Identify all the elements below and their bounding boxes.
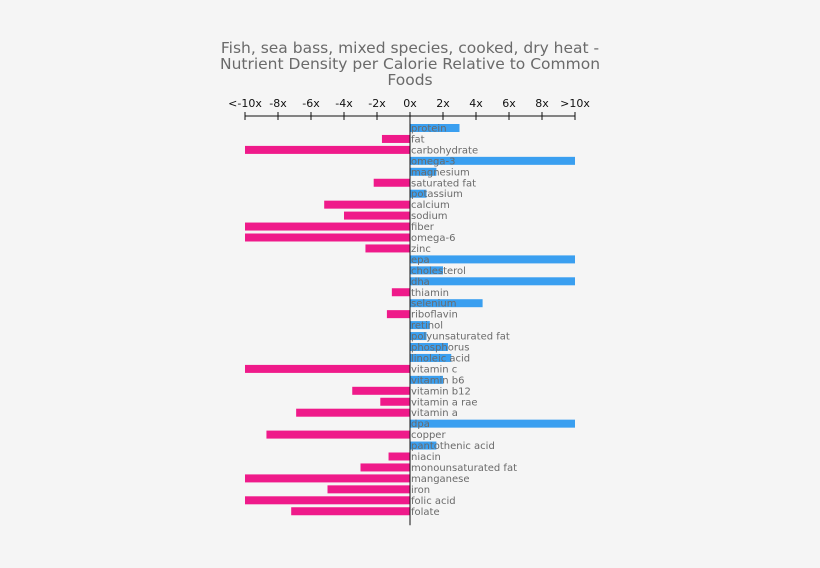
category-label-folate: folate xyxy=(411,507,440,518)
category-label-potassium: potassium xyxy=(411,189,463,200)
bar-vitamin-a-rae xyxy=(380,397,410,406)
category-label-vitamin-c: vitamin c xyxy=(411,364,457,375)
bar-dha xyxy=(410,277,575,286)
bar-sodium xyxy=(344,211,410,220)
bar-carbohydrate xyxy=(245,145,410,154)
x-axis: <-10x -8x -6x -4x -2x 0x 2x 4x 6x 8x >10x xyxy=(228,97,590,526)
x-tick-label: 6x xyxy=(502,97,516,110)
category-label-cholesterol: cholesterol xyxy=(411,266,466,277)
category-label-carbohydrate: carbohydrate xyxy=(411,145,478,156)
bar-zinc xyxy=(365,244,410,253)
bar-manganese xyxy=(245,474,410,483)
bar-vitamin-b6 xyxy=(410,375,443,384)
x-tick-label: -2x xyxy=(368,97,386,110)
bar-pantothenic-acid xyxy=(410,441,437,450)
bar-vitamin-b12 xyxy=(352,386,410,395)
bar-calcium xyxy=(324,200,410,209)
category-label-vitamin-a: vitamin a xyxy=(411,408,458,419)
bar-selenium xyxy=(410,299,483,308)
chart-title: Fish, sea bass, mixed species, cooked, d… xyxy=(219,39,601,89)
category-label-riboflavin: riboflavin xyxy=(411,310,458,321)
category-label-sodium: sodium xyxy=(411,211,448,222)
bar-niacin xyxy=(388,452,410,461)
bar-linoleic-acid xyxy=(410,353,452,362)
x-tick-label: -6x xyxy=(302,97,320,110)
category-label-copper: copper xyxy=(411,430,446,441)
category-label-omega-3: omega-3 xyxy=(411,156,455,167)
bar-epa xyxy=(410,255,575,264)
bar-monounsaturated-fat xyxy=(360,463,410,472)
bar-retinol xyxy=(410,321,430,330)
x-tick-label: 4x xyxy=(469,97,483,110)
bar-dpa xyxy=(410,419,575,428)
category-label-vitamin-a-rae: vitamin a rae xyxy=(411,397,477,408)
category-label-saturated-fat: saturated fat xyxy=(411,178,476,189)
category-label-pantothenic-acid: pantothenic acid xyxy=(411,441,495,452)
bar-copper xyxy=(266,430,410,439)
category-label-zinc: zinc xyxy=(411,244,431,255)
category-label-dha: dha xyxy=(411,277,430,288)
category-label-dpa: dpa xyxy=(411,419,430,430)
x-tick-label: 8x xyxy=(535,97,549,110)
x-tick-label: -8x xyxy=(269,97,287,110)
category-label-thiamin: thiamin xyxy=(411,288,449,299)
category-label-linoleic-acid: linoleic acid xyxy=(411,353,470,364)
bar-saturated-fat xyxy=(373,178,410,187)
x-tick-label: -4x xyxy=(335,97,353,110)
bar-vitamin-a xyxy=(296,408,410,417)
bar-iron xyxy=(327,485,410,494)
category-labels-group: proteinfatcarbohydrateomega-3magnesiumsa… xyxy=(411,124,517,518)
bar-riboflavin xyxy=(386,310,410,319)
x-tick-label: >10x xyxy=(560,97,590,110)
category-label-omega-6: omega-6 xyxy=(411,233,455,244)
category-label-retinol: retinol xyxy=(411,321,443,332)
bar-folic-acid xyxy=(245,496,410,505)
category-label-monounsaturated-fat: monounsaturated fat xyxy=(411,463,517,474)
bar-omega-3 xyxy=(410,156,575,165)
bar-omega-6 xyxy=(245,233,410,242)
category-label-folic-acid: folic acid xyxy=(411,496,456,507)
bar-phosphorus xyxy=(410,343,448,351)
category-label-protein: protein xyxy=(411,124,447,135)
category-label-iron: iron xyxy=(411,485,430,496)
bar-vitamin-c xyxy=(245,364,410,373)
x-tick-label: <-10x xyxy=(228,97,262,110)
category-label-vitamin-b12: vitamin b12 xyxy=(411,386,471,397)
category-label-fat: fat xyxy=(411,134,425,145)
bar-fat xyxy=(381,134,410,143)
bar-thiamin xyxy=(391,288,410,297)
category-label-selenium: selenium xyxy=(411,299,457,310)
bar-cholesterol xyxy=(410,266,443,275)
category-label-epa: epa xyxy=(411,255,430,266)
category-label-fiber: fiber xyxy=(411,222,435,233)
category-label-niacin: niacin xyxy=(411,452,441,463)
x-tick-label: 0x xyxy=(403,97,417,110)
bar-magnesium xyxy=(410,167,437,176)
bar-potassium xyxy=(410,189,427,198)
bar-protein xyxy=(410,124,460,132)
category-label-phosphorus: phosphorus xyxy=(411,343,469,354)
bar-fiber xyxy=(245,222,410,231)
category-label-vitamin-b6: vitamin b6 xyxy=(411,375,465,386)
category-label-calcium: calcium xyxy=(411,200,450,211)
category-label-manganese: manganese xyxy=(411,474,470,485)
category-label-polyunsaturated-fat: polyunsaturated fat xyxy=(411,332,510,343)
category-label-magnesium: magnesium xyxy=(411,167,470,178)
bar-folate xyxy=(291,507,410,516)
bars-group xyxy=(245,124,575,516)
bar-polyunsaturated-fat xyxy=(410,332,427,341)
x-tick-label: 2x xyxy=(436,97,450,110)
